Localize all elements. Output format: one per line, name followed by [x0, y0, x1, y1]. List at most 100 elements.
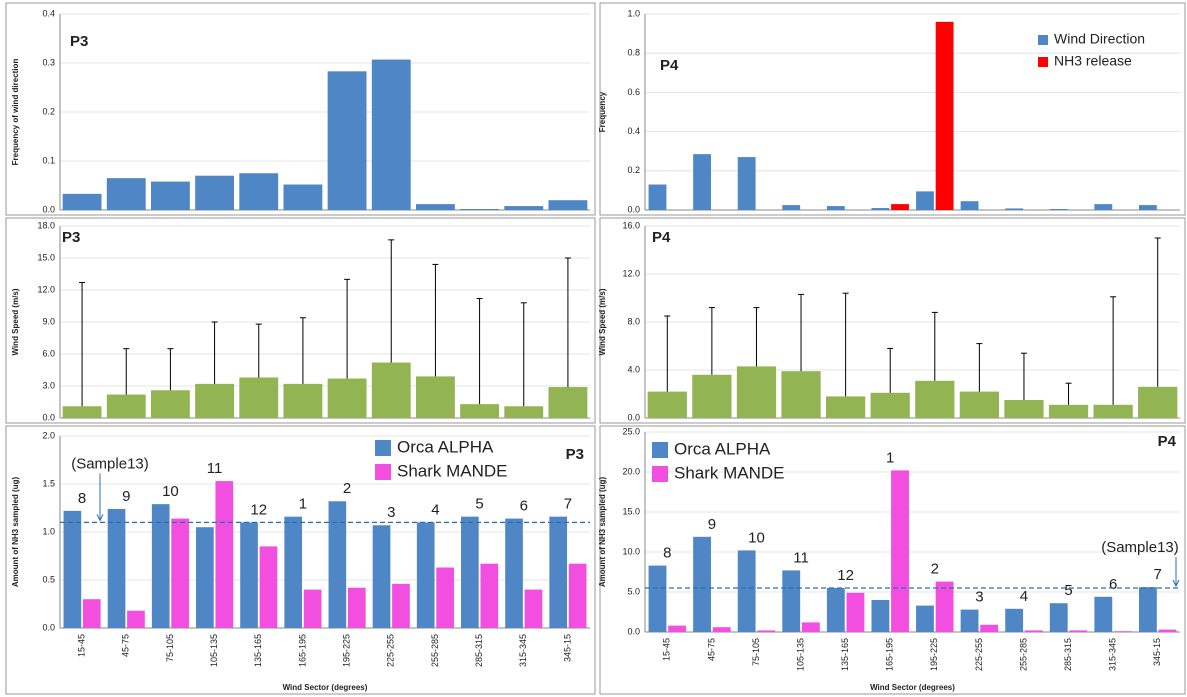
bar: [1048, 404, 1089, 418]
panel-label: P4: [660, 57, 679, 74]
panel-label: P3: [70, 33, 88, 50]
bar: [82, 599, 101, 628]
bar: [712, 627, 731, 632]
bar: [460, 209, 500, 210]
bar: [62, 193, 102, 210]
bar: [63, 510, 82, 628]
x-axis-title: Wind Sector (degrees): [870, 683, 955, 692]
bar: [1094, 204, 1113, 210]
bar: [692, 374, 732, 418]
panel-label: P4: [1158, 433, 1177, 450]
bar: [549, 516, 568, 628]
y-tick-label: 1.0: [42, 526, 55, 536]
y-axis-title: Amount of NH3 sampled (ug): [598, 477, 607, 588]
legend-label: NH3 release: [1054, 53, 1132, 69]
bar: [436, 567, 454, 628]
bar: [959, 391, 999, 418]
bar: [480, 563, 499, 628]
y-tick-label: 2.0: [42, 430, 55, 440]
y-tick-label: 12.0: [622, 268, 640, 278]
arrow-head: [96, 514, 104, 522]
y-tick-label: 18.0: [37, 220, 55, 230]
x-tick-label: 105-135: [795, 638, 805, 671]
x-tick-label: 255-285: [430, 634, 440, 667]
legend-swatch: [375, 464, 391, 480]
bar: [1138, 587, 1157, 632]
bar: [416, 522, 435, 628]
sample-label: 2: [931, 561, 939, 578]
bar: [647, 391, 687, 418]
bar: [781, 371, 821, 418]
sample-label: 7: [564, 496, 572, 513]
bar: [916, 191, 934, 210]
x-tick-label: 225-255: [386, 634, 396, 667]
x-tick-label: 165-195: [885, 638, 895, 671]
bar: [871, 208, 890, 210]
bar: [327, 378, 367, 418]
x-tick-label: 15-45: [76, 634, 86, 657]
bar: [960, 201, 979, 210]
arrow-head: [1172, 579, 1180, 588]
legend-label: Orca ALPHA: [397, 437, 494, 456]
bar: [151, 504, 170, 628]
y-tick-label: 0.0: [627, 204, 640, 214]
bar: [107, 508, 126, 628]
panel-frame: [599, 217, 1186, 424]
bar: [1094, 596, 1113, 632]
reference-label: (Sample13): [71, 455, 149, 472]
legend-label: Shark MANDE: [397, 461, 508, 480]
sample-label: 4: [1020, 588, 1028, 605]
sample-label: 7: [1154, 566, 1162, 583]
x-tick-label: 45-75: [706, 638, 716, 661]
bar: [568, 563, 587, 628]
bar: [668, 625, 687, 632]
y-axis-title: Amount of NH3 sampled (ug): [11, 477, 20, 588]
sample-label: 8: [663, 545, 671, 562]
bar: [891, 204, 909, 210]
x-axis-title: Wind Sector (degrees): [283, 683, 368, 692]
legend-swatch: [375, 440, 391, 456]
bar: [1005, 208, 1024, 210]
y-tick-label: 0.0: [627, 412, 640, 422]
panel-frame: [599, 425, 1186, 695]
y-tick-label: 15.0: [622, 506, 640, 516]
sample-label: 3: [387, 504, 395, 521]
x-tick-label: 345-15: [1152, 638, 1162, 666]
panel-frame: [5, 425, 596, 695]
bar: [303, 589, 322, 628]
x-tick-label: 195-225: [929, 638, 939, 671]
bar: [980, 624, 999, 632]
bar: [372, 525, 391, 628]
panel-frame: [5, 2, 596, 216]
bar: [196, 527, 214, 628]
y-tick-label: 8.0: [627, 316, 640, 326]
y-tick-label: 0.3: [42, 57, 55, 67]
bar: [826, 206, 845, 210]
bar: [548, 387, 588, 418]
bar: [648, 565, 667, 632]
bar: [693, 154, 711, 210]
x-tick-label: 285-315: [1063, 638, 1073, 671]
y-tick-label: 25.0: [622, 426, 640, 436]
bar: [327, 71, 367, 210]
bar: [891, 470, 909, 632]
bar: [846, 592, 865, 632]
bar: [195, 383, 235, 418]
sample-label: 6: [520, 498, 528, 515]
bar: [371, 59, 411, 210]
y-tick-label: 0.4: [42, 8, 55, 18]
bar: [826, 396, 866, 418]
bar: [127, 610, 145, 628]
y-tick-label: 12.0: [37, 284, 55, 294]
sample-label: 12: [250, 501, 267, 518]
y-tick-label: 0.0: [627, 626, 640, 636]
bar: [215, 481, 234, 628]
sample-label: 11: [793, 549, 809, 566]
sample-label: 8: [78, 490, 86, 507]
bar: [240, 522, 258, 628]
y-axis-title: Frequency of wind direction: [11, 59, 20, 166]
bar: [1138, 205, 1157, 210]
legend-label: Orca ALPHA: [674, 439, 771, 458]
bar: [284, 516, 303, 628]
y-axis-title: Frequency: [598, 91, 607, 132]
